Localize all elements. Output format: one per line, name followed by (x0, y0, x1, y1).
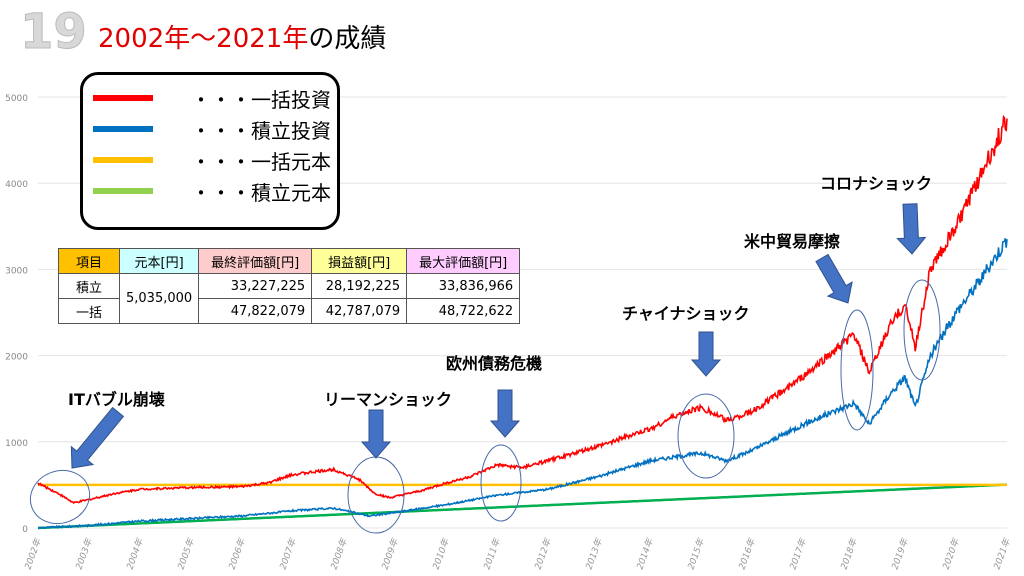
highlight-circle (29, 470, 91, 524)
table-row: 一括 47,822,079 42,787,079 48,722,622 (58, 298, 521, 324)
principal-cell: 5,035,000 (118, 273, 200, 324)
header-item: 項目 (58, 248, 120, 274)
legend-item: ・・・積立投資 (93, 114, 331, 144)
x-tick-label: 2009年 (380, 536, 402, 571)
legend-label: ・・・積立投資 (191, 118, 331, 143)
arrow-icon (360, 409, 392, 459)
annotation-it-bubble: ITバブル崩壊 (68, 390, 165, 409)
legend-swatch (93, 126, 153, 132)
legend-swatch (93, 157, 153, 163)
header-final: 最終評価額[円] (198, 248, 313, 274)
arrow-icon (690, 331, 722, 377)
legend-label: ・・・積立元本 (191, 180, 331, 205)
y-tick-label: 5000 (5, 94, 28, 104)
x-tick-label: 2011年 (482, 536, 504, 571)
x-tick-label: 2012年 (533, 536, 555, 571)
x-tick-label: 2010年 (431, 536, 453, 571)
highlight-circle (903, 279, 941, 381)
x-tick-label: 2019年 (890, 536, 912, 571)
legend-swatch (93, 188, 153, 194)
x-tick-label: 2008年 (329, 536, 351, 571)
x-tick-label: 2002年 (23, 536, 45, 571)
x-tick-label: 2007年 (278, 536, 300, 571)
highlight-circle (677, 393, 735, 479)
arrow-icon (896, 203, 927, 255)
row-name: 積立 (58, 273, 120, 299)
series-line-積立投資 (37, 238, 1008, 530)
x-tick-label: 2020年 (941, 536, 963, 571)
legend-item: ・・・一括元本 (93, 145, 331, 175)
final-cell: 47,822,079 (198, 298, 313, 324)
x-tick-label: 2003年 (74, 536, 96, 571)
title-suffix: の成績 (308, 24, 387, 54)
arrow-icon (815, 253, 853, 304)
annotation-china-shock: チャイナショック (622, 304, 750, 323)
y-tick-label: 3000 (5, 266, 28, 276)
title-main: 2002年〜2021年 (98, 24, 309, 54)
highlight-circle (840, 309, 874, 431)
max-cell: 33,836,966 (406, 273, 521, 299)
x-tick-label: 2018年 (839, 536, 861, 571)
final-cell: 33,227,225 (198, 273, 313, 299)
y-tick-label: 2000 (5, 353, 28, 363)
series-line-一括投資 (37, 114, 1008, 505)
max-cell: 48,722,622 (406, 298, 521, 324)
row-name: 一括 (58, 298, 120, 324)
arrow-icon (489, 389, 521, 438)
legend-label: ・・・一括元本 (191, 149, 331, 174)
annotation-corona: コロナショック (820, 174, 933, 193)
x-tick-label: 2021年 (992, 536, 1014, 571)
header-max: 最大評価額[円] (406, 248, 521, 274)
legend-label: ・・・一括投資 (191, 87, 331, 112)
x-tick-label: 2016年 (737, 536, 759, 571)
annotation-trade-war: 米中貿易摩擦 (744, 232, 841, 251)
y-tick-label: 4000 (5, 180, 28, 190)
annotation-euro-debt: 欧州債務危機 (446, 354, 543, 373)
slide-number: 19 (20, 4, 88, 61)
x-tick-label: 2015年 (686, 536, 708, 571)
profit-cell: 42,787,079 (311, 298, 408, 324)
x-tick-label: 2005年 (176, 536, 198, 571)
x-tick-label: 2014年 (635, 536, 657, 571)
y-tick-label: 1000 (5, 439, 28, 449)
highlight-circle (480, 444, 522, 522)
header-principal: 元本[円] (118, 248, 200, 274)
table-row: 積立 5,035,000 33,227,225 28,192,225 33,83… (58, 273, 521, 324)
legend: ・・・一括投資 ・・・積立投資 ・・・一括元本 ・・・積立元本 (80, 72, 340, 230)
results-table: 項目 元本[円] 最終評価額[円] 損益額[円] 最大評価額[円] 積立 5,0… (58, 248, 521, 324)
annotation-lehman: リーマンショック (324, 390, 453, 409)
legend-item: ・・・一括投資 (93, 83, 331, 113)
y-tick-label: 0 (22, 525, 28, 535)
x-tick-label: 2006年 (227, 536, 249, 571)
header-profit: 損益額[円] (311, 248, 408, 274)
legend-item: ・・・積立元本 (93, 176, 331, 206)
arrow-icon (70, 406, 125, 469)
x-tick-label: 2004年 (125, 536, 147, 571)
x-tick-label: 2017年 (788, 536, 810, 571)
profit-cell: 28,192,225 (311, 273, 408, 299)
legend-swatch (93, 95, 153, 101)
x-tick-label: 2013年 (584, 536, 606, 571)
page-title: 2002年〜2021年の成績 (98, 18, 386, 55)
series-line-積立元本 (38, 483, 1008, 530)
